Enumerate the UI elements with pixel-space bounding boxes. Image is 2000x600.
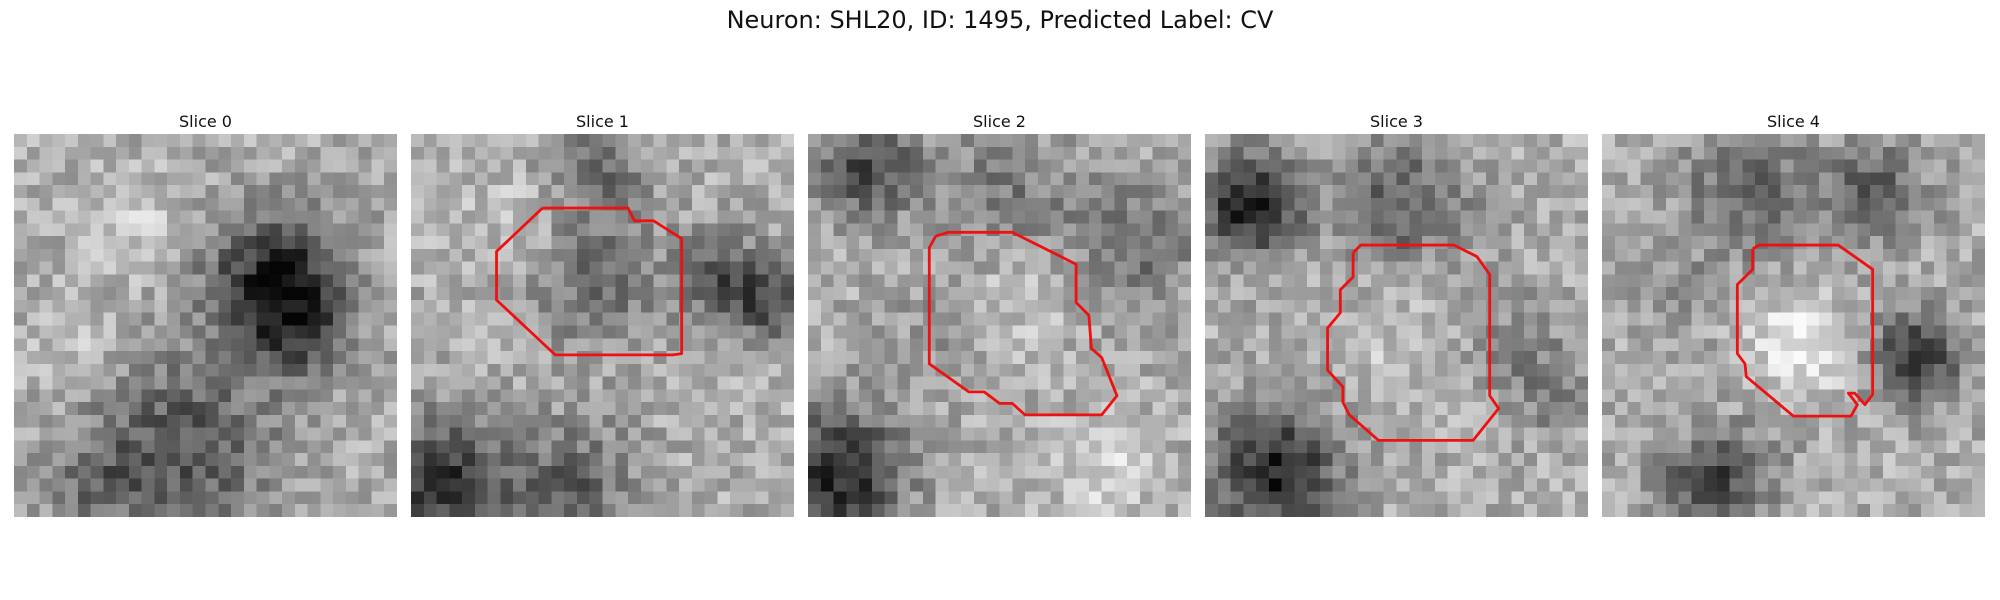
slice-panel-1: Slice 1: [411, 110, 794, 517]
slice-panel-2: Slice 2: [808, 110, 1191, 517]
slice-panel-3: Slice 3: [1205, 110, 1588, 517]
slice-title: Slice 1: [576, 112, 629, 131]
slice-panel-4: Slice 4: [1602, 110, 1985, 517]
segmentation-contour: [927, 230, 1119, 417]
pixel-grid: [808, 134, 1191, 517]
pixel-grid: [14, 134, 397, 517]
slice-image-3: [1205, 134, 1588, 517]
segmentation-contour: [1735, 243, 1875, 418]
slice-image-2: [808, 134, 1191, 517]
slice-image-4: [1602, 134, 1985, 517]
slice-title: Slice 4: [1767, 112, 1820, 131]
segmentation-contour: [1326, 243, 1501, 442]
slice-panel-0: Slice 0: [14, 110, 397, 517]
slice-title: Slice 0: [179, 112, 232, 131]
slice-title: Slice 2: [973, 112, 1026, 131]
pixel-grid: [1602, 134, 1985, 517]
pixel-grid: [1205, 134, 1588, 517]
segmentation-contour: [495, 206, 684, 357]
pixel-grid: [411, 134, 794, 517]
slice-image-1: [411, 134, 794, 517]
slice-image-0: [14, 134, 397, 517]
slice-title: Slice 3: [1370, 112, 1423, 131]
figure-title: Neuron: SHL20, ID: 1495, Predicted Label…: [726, 6, 1274, 34]
